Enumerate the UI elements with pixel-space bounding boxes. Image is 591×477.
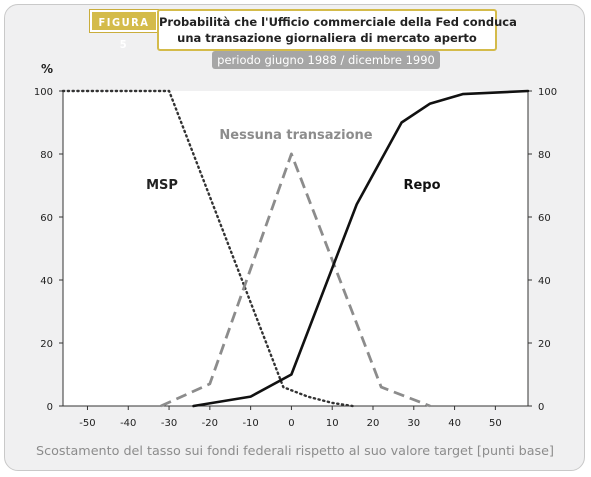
x-tick-label: 0 [288, 418, 294, 429]
y-tick-label-right: 20 [538, 339, 551, 350]
x-tick-label: -50 [79, 418, 95, 429]
plot-area [63, 91, 528, 406]
x-tick-label: 20 [367, 418, 380, 429]
x-tick-label: 10 [326, 418, 339, 429]
x-axis-label: Scostamento del tasso sui fondi federali… [36, 444, 554, 458]
y-tick-label-right: 100 [538, 87, 557, 98]
x-tick-label: 30 [407, 418, 420, 429]
y-tick-label-left: 0 [47, 402, 53, 413]
x-tick-label: -20 [202, 418, 218, 429]
x-tick-label: -30 [161, 418, 177, 429]
y-tick-label-right: 60 [538, 213, 551, 224]
y-tick-label-right: 40 [538, 276, 551, 287]
figure-title: Probabilità che l'Ufficio commerciale de… [157, 9, 517, 51]
figure-title-line-2: una transazione giornaliera di mercato a… [177, 31, 477, 45]
figure-period: periodo giugno 1988 / dicembre 1990 [212, 51, 440, 69]
chart-axes [59, 90, 532, 410]
chart-labels: 0 0 20 20 40 40 60 60 80 80 100 100 -50 -40 -30 -20 -10 0… [34, 62, 557, 458]
y-tick-label-left: 60 [40, 213, 53, 224]
series-line-repo [192, 89, 530, 408]
figure-title-line-1: Probabilità che l'Ufficio commerciale de… [159, 15, 517, 29]
y-tick-label-right: 0 [538, 402, 544, 413]
x-tick-label: 40 [448, 418, 461, 429]
y-tick-label-left: 40 [40, 276, 53, 287]
series-label-msp: MSP [146, 178, 178, 193]
series-line-nessuna-transazione [160, 152, 431, 408]
y-axis-label: % [41, 62, 53, 76]
figure-badge: FIGURA 5 [89, 9, 159, 51]
y-tick-label-right: 80 [538, 150, 551, 161]
x-tick-label: -40 [120, 418, 136, 429]
series-label-nessuna-transazione: Nessuna transazione [219, 128, 372, 143]
chart-series [61, 89, 530, 408]
y-tick-label-left: 100 [34, 87, 53, 98]
series-line-msp [61, 89, 354, 408]
y-tick-label-left: 80 [40, 150, 53, 161]
series-label-repo: Repo [403, 178, 440, 193]
x-tick-label: 50 [489, 418, 502, 429]
y-tick-label-left: 20 [40, 339, 53, 350]
x-tick-label: -10 [242, 418, 258, 429]
